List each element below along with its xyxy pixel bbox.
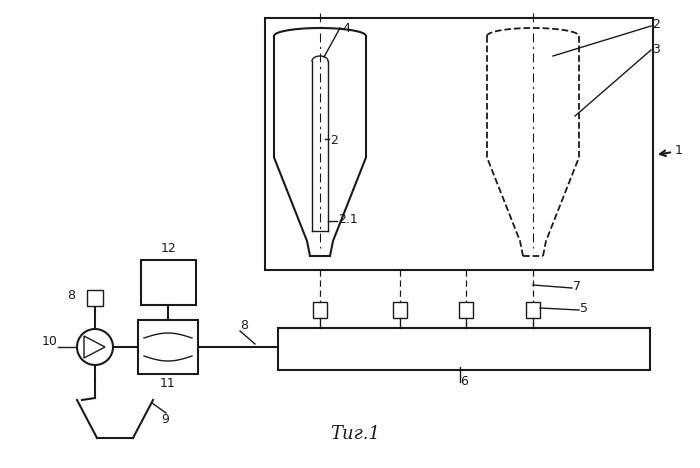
- Bar: [526, 302, 540, 318]
- Text: 2: 2: [652, 18, 660, 31]
- Bar: [278, 328, 650, 370]
- Text: 2: 2: [330, 134, 338, 147]
- Text: 7: 7: [573, 280, 581, 293]
- Circle shape: [77, 329, 113, 365]
- Bar: [265, 18, 653, 270]
- Text: 5: 5: [580, 302, 588, 315]
- Text: Τиг.1: Τиг.1: [330, 425, 380, 443]
- Text: 9: 9: [161, 413, 169, 426]
- Text: 4: 4: [342, 22, 350, 35]
- Bar: [313, 302, 327, 318]
- Bar: [393, 302, 407, 318]
- Bar: [87, 290, 103, 306]
- Bar: [138, 320, 198, 374]
- Text: 1: 1: [675, 144, 683, 156]
- Text: 10: 10: [42, 335, 58, 348]
- Bar: [141, 260, 195, 305]
- Text: 2.1: 2.1: [338, 213, 358, 226]
- Bar: [459, 302, 473, 318]
- Text: 8: 8: [240, 319, 248, 332]
- Text: 11: 11: [160, 377, 176, 390]
- Text: 6: 6: [460, 375, 468, 388]
- Text: 8: 8: [67, 289, 75, 302]
- Text: 12: 12: [161, 242, 176, 255]
- Text: 3: 3: [652, 43, 660, 56]
